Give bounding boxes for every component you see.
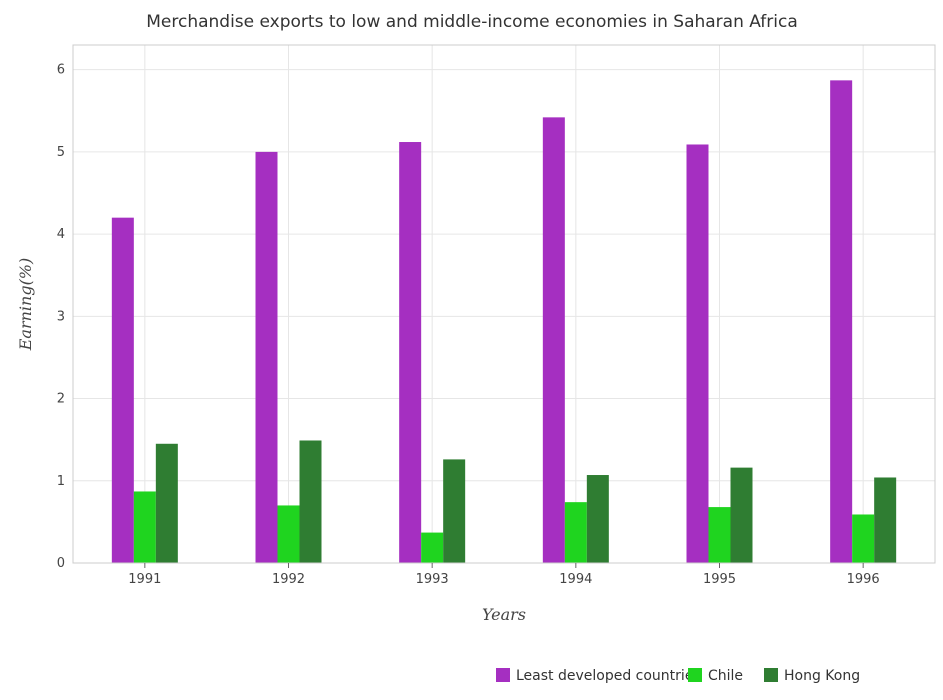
bar-least-developed-countries-1993 [399,142,422,563]
legend-label-2: Hong Kong [784,668,860,684]
y-tick-label: 0 [57,556,65,571]
bar-hong-kong-1991 [155,443,178,563]
bar-chile-1996 [852,514,875,563]
legend-swatch-1 [688,668,702,682]
x-tick-label: 1993 [416,572,449,587]
x-tick-label: 1991 [128,572,161,587]
bar-least-developed-countries-1991 [111,217,134,563]
y-ticks: 0 1 2 3 4 5 6 [57,63,65,571]
y-tick-label: 2 [57,392,65,407]
x-ticks: 1991 1992 1993 1994 1995 1996 [128,563,880,587]
y-tick-label: 1 [57,474,65,489]
y-tick-label: 3 [57,309,65,324]
bar-least-developed-countries-1996 [830,80,853,563]
bar-hong-kong-1992 [299,440,322,563]
bar-hong-kong-1994 [586,475,609,563]
bar-chile-1991 [133,491,156,563]
bar-hong-kong-1995 [730,467,753,563]
x-axis-label: Years [482,605,526,624]
bars [111,80,897,563]
bar-chile-1992 [277,505,300,563]
bar-hong-kong-1993 [443,459,466,563]
bar-least-developed-countries-1994 [542,117,565,563]
x-tick-label: 1996 [847,572,880,587]
bar-chile-1994 [564,502,587,563]
bar-least-developed-countries-1995 [686,144,709,563]
bar-hong-kong-1996 [874,477,897,563]
y-tick-label: 5 [57,145,65,160]
bar-chile-1993 [421,532,444,563]
x-tick-label: 1992 [272,572,305,587]
y-axis-label: Earning(%) [16,258,35,352]
y-tick-label: 4 [57,227,65,242]
bar-least-developed-countries-1992 [255,151,278,563]
bar-chile-1995 [708,507,731,563]
legend-swatch-2 [764,668,778,682]
chart-title: Merchandise exports to low and middle-in… [146,12,798,32]
legend-swatch-0 [496,668,510,682]
legend-label-1: Chile [708,668,743,684]
x-tick-label: 1995 [703,572,736,587]
grid [73,45,935,564]
legend-label-0: Least developed countries [516,668,701,684]
plot-area [72,44,936,564]
legend: Least developed countries Chile Hong Kong [496,668,860,684]
x-tick-label: 1994 [559,572,592,587]
y-tick-label: 6 [57,63,65,78]
